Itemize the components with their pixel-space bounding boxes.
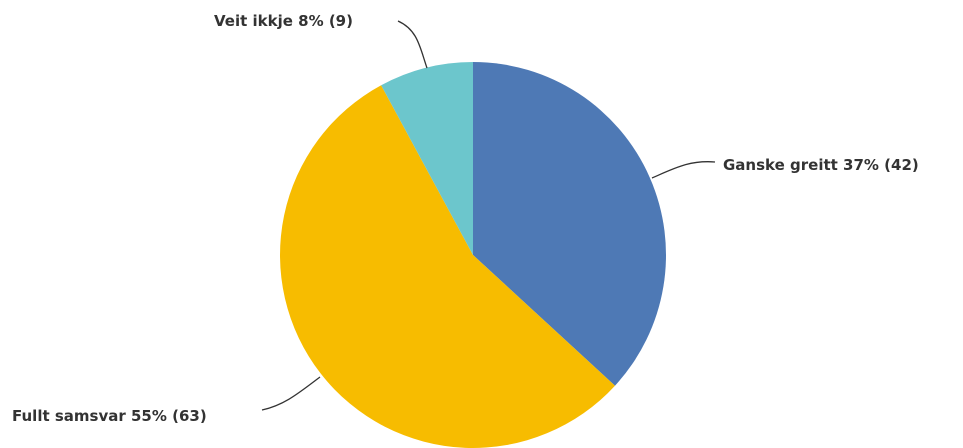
leader-line-veit-ikkje [397,20,428,69]
leader-lines-group [261,20,716,411]
leader-line-fullt-samsvar [261,376,321,411]
slices-group [280,62,666,448]
pie-slice-ganske-greitt [473,62,666,386]
labels-group: Ganske greitt 37% (42) Fullt samsvar 55% … [12,12,919,425]
leader-line-ganske-greitt [651,161,716,179]
pie-slice-veit-ikkje [381,62,473,255]
pie-slice-fullt-samsvar [280,85,615,448]
slice-label-fullt-samsvar: Fullt samsvar 55% (63) [12,407,207,425]
slice-label-veit-ikkje: Veit ikkje 8% (9) [214,12,353,30]
slice-label-ganske-greitt: Ganske greitt 37% (42) [723,156,919,174]
